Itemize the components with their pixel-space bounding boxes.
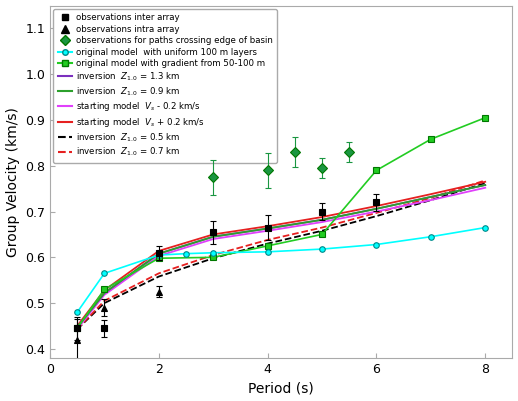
X-axis label: Period (s): Period (s) [248, 381, 314, 395]
Legend: observations inter array, observations intra array, observations for paths cross: observations inter array, observations i… [53, 9, 277, 163]
Y-axis label: Group Velocity (km/s): Group Velocity (km/s) [6, 107, 20, 257]
